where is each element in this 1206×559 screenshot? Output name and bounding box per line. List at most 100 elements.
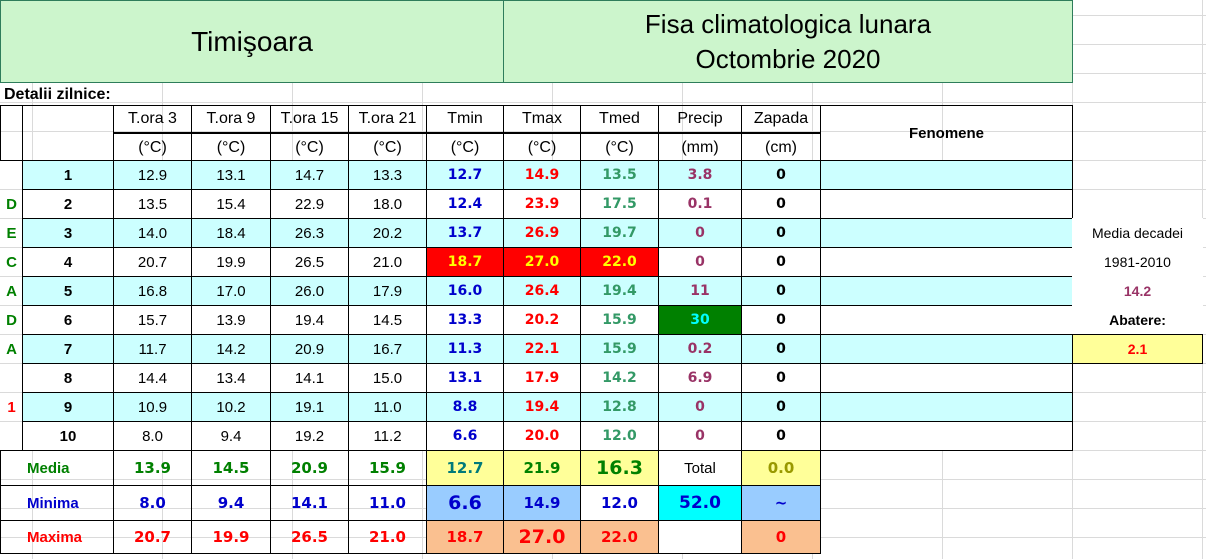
value-cell: 15.9 [580,305,659,335]
summary-cell: 14.9 [503,485,581,521]
value-cell: 20.2 [503,305,581,335]
column-header: Precip [658,105,742,133]
value-cell: 19.2 [270,421,349,451]
value-cell: 11.0 [348,392,427,422]
side-label: Media decadei [1072,218,1203,248]
value-cell: 0 [741,392,821,422]
summary-cell: 20.9 [270,450,349,486]
decade-letter: E [6,224,17,242]
value-cell: 0.1 [658,189,742,219]
value-cell: 13.3 [348,160,427,190]
summary-cell: 26.5 [270,520,349,554]
value-cell: 12.7 [426,160,504,190]
summary-cell: ~ [741,485,821,521]
decade-letter: A [6,340,17,358]
decade-letter: D [6,195,17,213]
column-header: (°C) [348,133,427,162]
value-cell: 11.2 [348,421,427,451]
value-cell: 19.7 [580,218,659,248]
value-cell: 12.0 [580,421,659,451]
summary-cell: 12.7 [426,450,504,486]
value-cell: 12.4 [426,189,504,219]
value-cell: 13.7 [426,218,504,248]
fenomene-cell [820,189,1073,219]
value-cell: 0 [658,392,742,422]
value-cell: 12.9 [113,160,192,190]
column-header: Tmin [426,105,504,133]
fenomene-cell [820,218,1073,248]
column-header: T.ora 21 [348,105,427,133]
value-cell: 14.2 [580,363,659,393]
day: 3 [22,218,114,248]
day: 5 [22,276,114,306]
summary-cell: 6.6 [426,485,504,521]
value-cell: 10.9 [113,392,192,422]
value-cell: 9.4 [191,421,271,451]
day: 1 [22,160,114,190]
value-cell: 26.9 [503,218,581,248]
value-cell: 22.0 [580,247,659,277]
value-cell: 14.2 [191,334,271,364]
fenomene-cell [820,305,1073,335]
value-cell: 16.7 [348,334,427,364]
summary-cell: 9.4 [191,485,271,521]
value-cell: 13.9 [191,305,271,335]
value-cell: 15.0 [348,363,427,393]
day: 9 [22,392,114,422]
summary-cell [658,520,742,554]
fenomene-cell [820,276,1073,306]
value-cell: 6.9 [658,363,742,393]
value-cell: 30 [658,305,742,335]
value-cell: 13.5 [113,189,192,219]
value-cell: 0.2 [658,334,742,364]
value-cell: 26.0 [270,276,349,306]
value-cell: 18.0 [348,189,427,219]
day: 10 [22,421,114,451]
value-cell: 0 [658,247,742,277]
value-cell: 23.9 [503,189,581,219]
value-cell: 14.7 [270,160,349,190]
value-cell: 22.9 [270,189,349,219]
value-cell: 15.7 [113,305,192,335]
value-cell: 8.8 [426,392,504,422]
summary-cell: 13.9 [113,450,192,486]
fenomene-cell [820,363,1073,393]
value-cell: 19.4 [270,305,349,335]
decade-letter: D [6,311,17,329]
summary-label: Minima [0,485,114,521]
month: Octombrie 2020 [695,43,881,74]
value-cell: 0 [741,334,821,364]
sheet-title: Fisa climatologica lunara [644,8,932,39]
value-cell: 21.0 [348,247,427,277]
summary-cell: 27.0 [503,520,581,554]
summary-cell: 0 [741,520,821,554]
summary-cell: 18.7 [426,520,504,554]
value-cell: 14.1 [270,363,349,393]
value-cell: 17.9 [503,363,581,393]
value-cell: 16.0 [426,276,504,306]
section-label: Detalii zilnice: [4,86,111,103]
summary-cell: 14.5 [191,450,271,486]
summary-label: Media [0,450,114,486]
summary-cell: 15.9 [348,450,427,486]
column-header: Tmax [503,105,581,133]
column-header: T.ora 9 [191,105,271,133]
fenomene-cell [820,421,1073,451]
side-period: 1981-2010 [1072,247,1203,277]
day: 8 [22,363,114,393]
column-header: (°C) [580,133,659,162]
value-cell: 22.1 [503,334,581,364]
decade-letter: C [6,253,17,271]
column-header: (°C) [270,133,349,162]
column-header: T.ora 15 [270,105,349,133]
decade-letter: 1 [7,398,16,416]
value-cell: 20.0 [503,421,581,451]
column-header: (°C) [191,133,271,162]
value-cell: 11.7 [113,334,192,364]
value-cell: 16.8 [113,276,192,306]
column-header: (cm) [741,133,821,162]
column-header: (mm) [658,133,742,162]
header-blank [22,105,114,161]
value-cell: 18.4 [191,218,271,248]
value-cell: 20.7 [113,247,192,277]
